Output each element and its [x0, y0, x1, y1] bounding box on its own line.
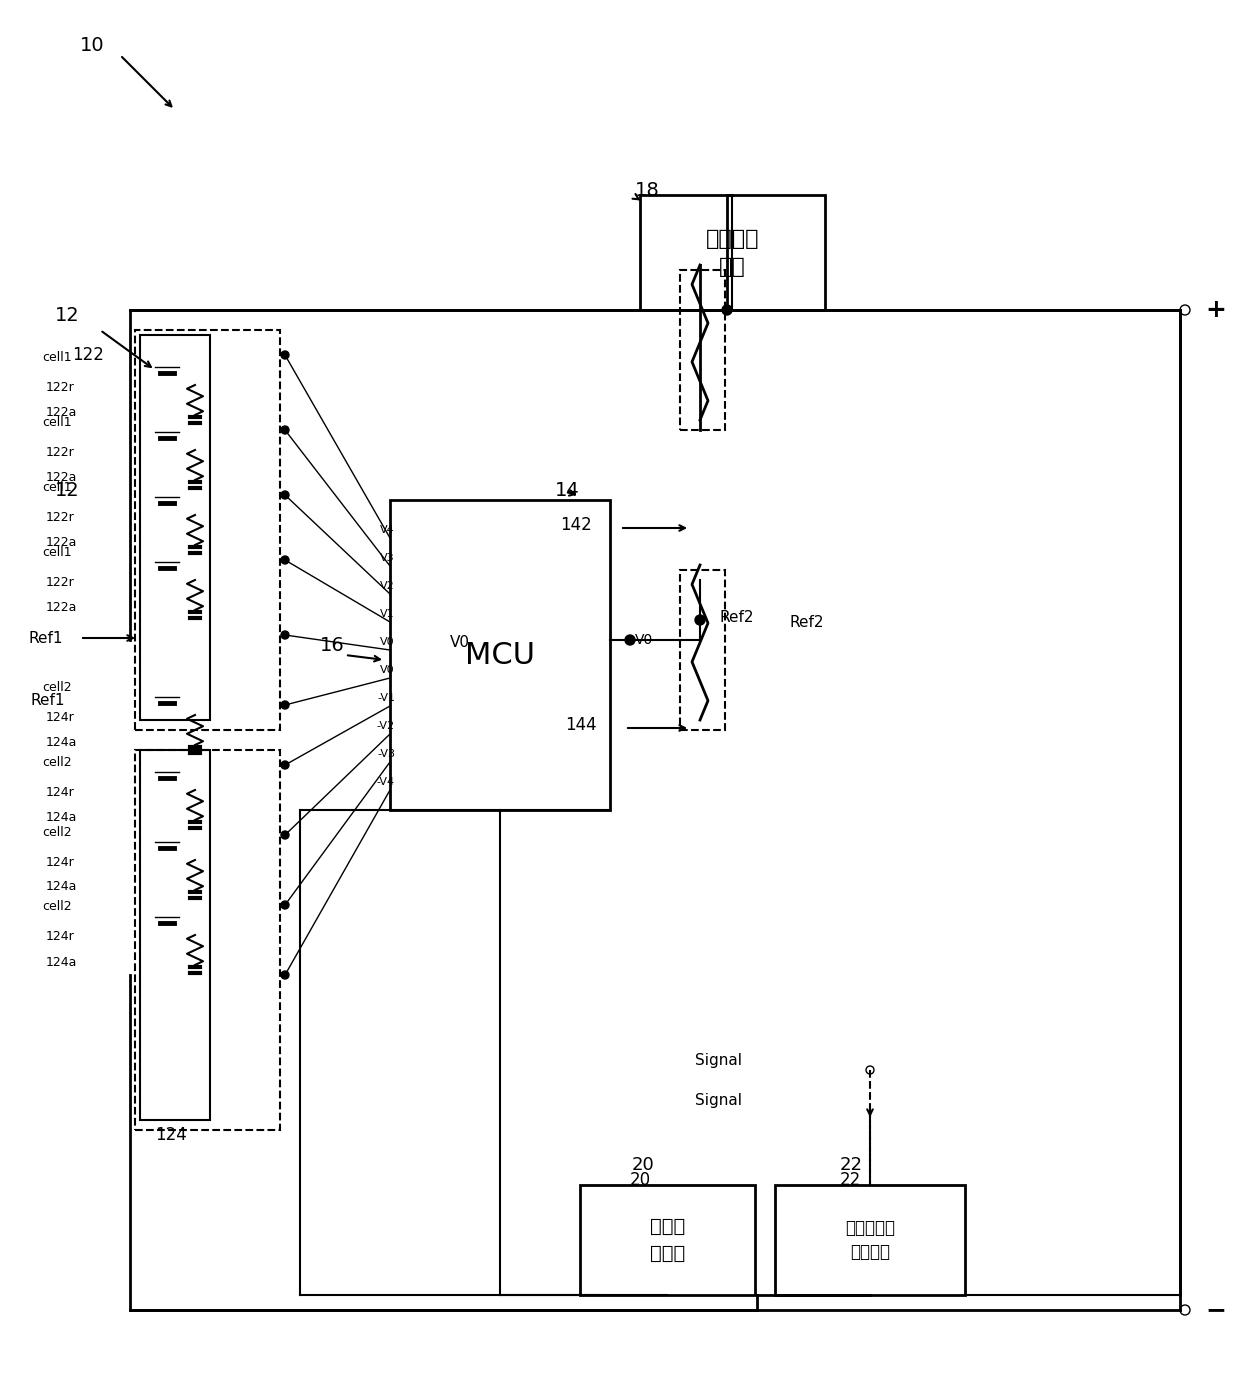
Text: 122: 122 [72, 346, 104, 364]
Bar [680, 270, 725, 429]
Circle shape [281, 901, 289, 909]
Text: Ref2: Ref2 [790, 615, 825, 630]
Text: 22: 22 [839, 1156, 863, 1174]
Text: 16: 16 [320, 636, 345, 655]
Text: 122a: 122a [46, 406, 77, 418]
Text: cell2: cell2 [42, 901, 72, 913]
Text: 124a: 124a [46, 955, 77, 969]
Bar [640, 195, 825, 309]
Circle shape [281, 556, 289, 565]
Text: cell2: cell2 [42, 680, 72, 693]
Text: 122r: 122r [46, 576, 74, 588]
Text: V0: V0 [635, 633, 653, 647]
Circle shape [694, 615, 706, 625]
Text: Ref1: Ref1 [29, 630, 62, 645]
Text: 122r: 122r [46, 446, 74, 459]
Text: V4: V4 [381, 526, 396, 535]
Text: Ref2: Ref2 [720, 609, 754, 625]
Text: 充放电控制
开关单元: 充放电控制 开关单元 [844, 1218, 895, 1262]
Text: V0: V0 [381, 665, 396, 675]
Circle shape [281, 427, 289, 434]
Text: 124r: 124r [46, 856, 74, 868]
Circle shape [625, 636, 635, 645]
Text: cell1: cell1 [42, 415, 72, 428]
Text: -V4: -V4 [377, 776, 396, 788]
Text: -V3: -V3 [377, 749, 396, 758]
Bar [140, 750, 210, 1119]
Text: 12: 12 [55, 305, 79, 325]
Text: 显示控制
装置: 显示控制 装置 [706, 229, 759, 276]
Circle shape [722, 305, 732, 315]
Text: 10: 10 [81, 35, 104, 54]
Bar [391, 500, 610, 810]
Text: Signal: Signal [694, 1052, 742, 1068]
Text: 124r: 124r [46, 711, 74, 723]
Text: V3: V3 [381, 553, 396, 563]
Bar [775, 1185, 965, 1295]
Text: 122r: 122r [46, 510, 74, 524]
Text: +: + [1205, 298, 1226, 322]
Text: V0: V0 [450, 634, 470, 650]
Text: 122a: 122a [46, 601, 77, 613]
Text: cell2: cell2 [42, 756, 72, 768]
Text: cell2: cell2 [42, 825, 72, 839]
Text: 122a: 122a [46, 535, 77, 548]
Text: cell1: cell1 [42, 350, 72, 364]
Text: 144: 144 [565, 717, 596, 735]
Text: 142: 142 [560, 516, 591, 534]
Text: V0: V0 [381, 637, 396, 647]
Circle shape [281, 831, 289, 839]
Circle shape [281, 351, 289, 360]
Text: 18: 18 [635, 180, 660, 199]
Text: −: − [1205, 1298, 1226, 1322]
Text: 122r: 122r [46, 381, 74, 393]
Text: 124r: 124r [46, 785, 74, 799]
Text: 124a: 124a [46, 736, 77, 749]
Text: -V2: -V2 [377, 721, 396, 730]
Text: V2: V2 [381, 581, 396, 591]
Circle shape [281, 491, 289, 499]
Text: MCU: MCU [465, 640, 534, 669]
Text: 124: 124 [155, 1126, 187, 1144]
Bar [680, 570, 725, 730]
Circle shape [281, 972, 289, 979]
Text: cell1: cell1 [42, 545, 72, 559]
Text: 14: 14 [556, 481, 580, 499]
Text: -V1: -V1 [377, 693, 396, 703]
Circle shape [281, 701, 289, 710]
Text: Ref1: Ref1 [30, 693, 64, 708]
Text: 22: 22 [839, 1171, 862, 1189]
Text: 124a: 124a [46, 881, 77, 894]
Text: 20: 20 [632, 1156, 655, 1174]
Circle shape [281, 631, 289, 638]
Circle shape [281, 761, 289, 769]
Bar [140, 335, 210, 719]
Text: 124r: 124r [46, 931, 74, 944]
Text: 12: 12 [55, 481, 79, 499]
Text: 20: 20 [630, 1171, 651, 1189]
Bar [135, 750, 280, 1131]
Text: 124a: 124a [46, 810, 77, 824]
Text: 电流检
测单元: 电流检 测单元 [650, 1217, 686, 1263]
Bar [580, 1185, 755, 1295]
Text: cell1: cell1 [42, 481, 72, 493]
Text: Signal: Signal [694, 1093, 742, 1107]
Text: V1: V1 [381, 609, 396, 619]
Bar [135, 330, 280, 730]
Text: 122a: 122a [46, 471, 77, 484]
